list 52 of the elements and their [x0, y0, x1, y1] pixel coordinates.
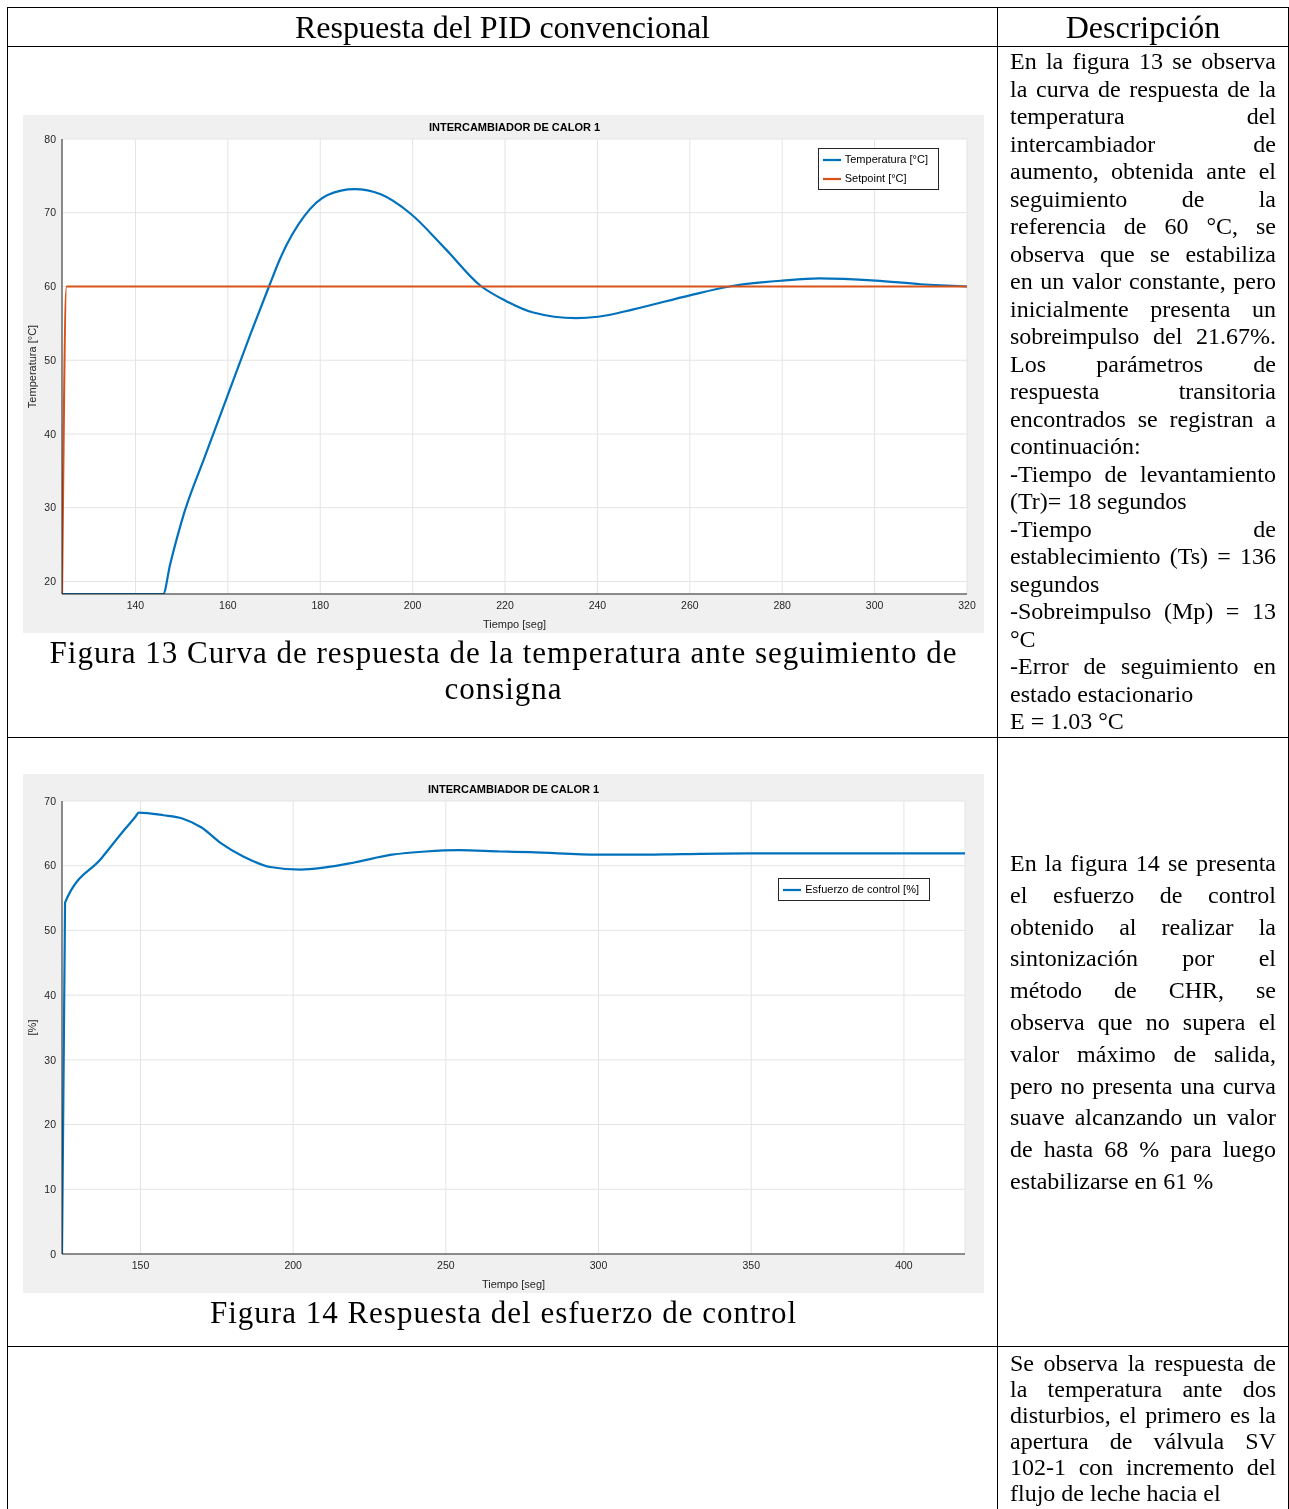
y-tick-label: 40 [44, 427, 57, 440]
y-tick-label: 80 [44, 132, 57, 145]
legend-label: Esfuerzo de control [%] [805, 883, 919, 895]
x-tick-label: 200 [403, 599, 422, 612]
text: Respuesta del PID convencional [295, 8, 710, 46]
y-tick-label: 50 [44, 353, 57, 366]
x-tick-label: 180 [311, 599, 330, 612]
text: -Error de seguimiento en estado estacionario [1010, 653, 1276, 708]
y-tick-label: 40 [44, 988, 57, 1001]
text: En la figura 13 se observa la curva de respuesta de la temperatura del intercambiador de aumento, obtenida ante el seguimiento de la referencia de 60 °C, se observa que se estabiliza en un valor constante, pero inicialmente presenta un sobreimpulso del 21.67%. Los parámetros de respuesta transitoria encontrados se registran a continuación: [1010, 48, 1276, 459]
text: Figura 13 Curva de respuesta de la temperatura ante seguimiento de consigna [48, 635, 959, 707]
y-tick-label: 20 [44, 575, 57, 588]
x-tick-label: 140 [126, 599, 145, 612]
x-tick-label: 280 [773, 599, 792, 612]
x-tick-label: 320 [958, 599, 976, 612]
x-tick-label: 350 [742, 1259, 761, 1272]
chart-title: INTERCAMBIADOR DE CALOR 1 [427, 120, 602, 134]
legend-label: Setpoint [°C] [844, 172, 907, 185]
y-tick-label: 50 [44, 924, 57, 937]
text: Figura 14 Respuesta del esfuerzo de control [208, 1295, 799, 1331]
x-tick-label: 150 [131, 1259, 150, 1272]
x-axis-title: Tiempo [seg] [481, 1278, 546, 1290]
x-tick-label: 220 [496, 599, 514, 612]
text: Descripción [1065, 8, 1221, 46]
text: -Tiempo de establecimiento (Ts) = 136 segundos [1010, 515, 1276, 598]
text: E = 1.03 °C [1010, 708, 1125, 736]
x-tick-label: 240 [588, 599, 607, 612]
y-tick-label: 0 [50, 1247, 57, 1260]
x-tick-label: 200 [284, 1259, 303, 1272]
chart-title: INTERCAMBIADOR DE CALOR 1 [426, 782, 601, 796]
y-tick-label: 20 [44, 1118, 57, 1131]
text: -Tiempo de levantamiento (Tr)= 18 segundos [1010, 460, 1276, 516]
y-tick-label: 30 [44, 501, 57, 514]
x-axis-title: Tiempo [seg] [482, 618, 547, 630]
text: Se observa la respuesta de la temperatura ante dos disturbios, el primero es la apertura de válvula SV 102-1 con incremento del flujo de leche hacia el [1010, 1350, 1276, 1506]
text: En la figura 14 se presenta el esfuerzo de control obtenido al realizar la sintonización por el método de CHR, se observa que no supera el valor máximo de salida, pero no presenta una curva suave alcanzando un valor de hasta 68 % para luego estabilizarse en 61 % [1010, 850, 1276, 1194]
x-tick-label: 400 [895, 1259, 913, 1272]
y-axis-title: Temperatura [°C] [26, 324, 38, 409]
y-axis-title: [%] [26, 1019, 38, 1036]
y-tick-label: 60 [44, 859, 57, 872]
y-tick-label: 70 [44, 206, 57, 219]
text: -Sobreimpulso (Mp) = 13 °C [1010, 598, 1276, 653]
x-tick-label: 300 [589, 1259, 608, 1272]
x-tick-label: 260 [681, 599, 699, 612]
x-tick-label: 300 [865, 599, 884, 612]
legend-label: Temperatura [°C] [844, 153, 928, 165]
y-tick-label: 30 [44, 1053, 57, 1066]
x-tick-label: 250 [437, 1259, 455, 1272]
x-tick-label: 160 [219, 599, 237, 612]
y-tick-label: 60 [44, 280, 57, 293]
y-tick-label: 10 [44, 1183, 57, 1196]
y-tick-label: 70 [44, 794, 57, 807]
